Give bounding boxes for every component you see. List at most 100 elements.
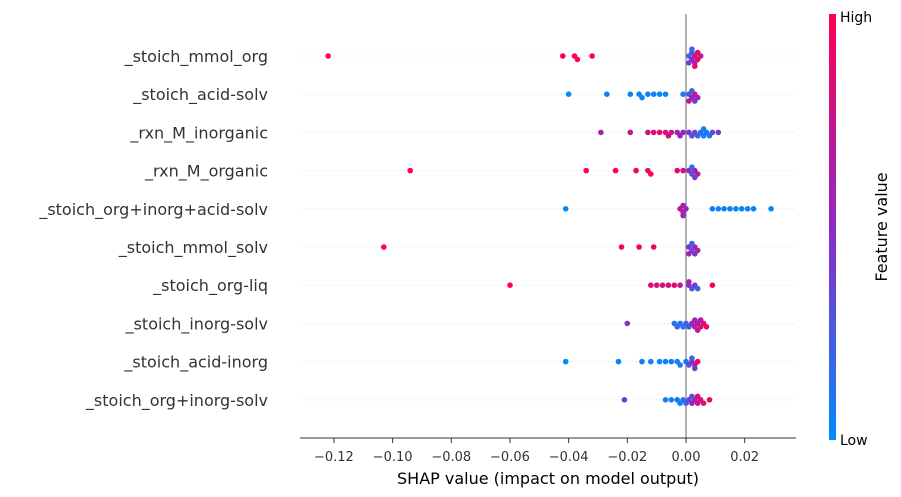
shap-point: [697, 317, 704, 323]
shap-point: [648, 358, 654, 365]
shap-point: [721, 206, 727, 212]
shap-point: [650, 129, 657, 136]
shap-point: [636, 244, 642, 250]
shap-point: [694, 327, 701, 334]
shap-point: [692, 317, 698, 323]
shap-point: [727, 206, 733, 212]
shap-point: [686, 251, 692, 257]
shap-point: [709, 129, 716, 136]
x-axis-title: SHAP value (impact on model output): [397, 469, 699, 488]
shap-point: [692, 174, 698, 181]
shap-point: [645, 91, 651, 97]
shap-point: [689, 133, 695, 139]
shap-point: [706, 397, 713, 403]
shap-point: [612, 167, 619, 174]
x-axis: −0.12 −0.10 −0.08 −0.06 −0.04 −0.02 0.00 0.02: [300, 437, 796, 465]
shap-point: [662, 358, 669, 365]
shap-point: [648, 282, 654, 289]
shap-point: [665, 282, 672, 289]
shap-point: [677, 362, 683, 368]
shap-point: [683, 206, 689, 212]
feature-label: _stoich_acid-solv: [132, 85, 268, 105]
shap-point: [407, 167, 414, 174]
feature-label: _stoich_mmol_solv: [118, 238, 268, 258]
shap-points: [325, 46, 774, 407]
shap-point: [686, 60, 692, 66]
shap-point: [645, 129, 651, 136]
shap-point: [680, 212, 686, 219]
shap-point: [639, 358, 645, 365]
shap-point: [589, 53, 595, 59]
shap-point: [381, 244, 387, 250]
shap-point: [668, 358, 675, 365]
shap-point: [703, 324, 710, 330]
shap-point: [656, 129, 663, 136]
feature-label: _rxn_M_inorganic: [129, 123, 268, 143]
x-tick-label: −0.02: [607, 450, 647, 465]
shap-point: [662, 91, 669, 97]
shap-point: [689, 46, 695, 52]
x-tick-label: −0.06: [490, 450, 530, 465]
colorbar-gradient: [829, 14, 836, 440]
shap-point: [650, 244, 657, 250]
shap-point: [694, 393, 701, 400]
shap-point: [733, 206, 739, 212]
shap-point: [621, 397, 628, 403]
shap-point: [689, 393, 695, 400]
shap-point: [692, 365, 698, 372]
shap-point: [671, 282, 678, 289]
x-tick-label: −0.08: [431, 450, 471, 465]
shap-point: [627, 129, 634, 136]
shap-point: [692, 98, 698, 104]
shap-point: [692, 251, 698, 257]
colorbar: High Low Feature value: [829, 10, 891, 449]
feature-label: _stoich_org+inorg+acid-solv: [38, 200, 268, 220]
colorbar-title: Feature value: [872, 172, 891, 281]
shap-point: [750, 206, 757, 212]
shap-point: [677, 282, 683, 289]
shap-point: [744, 206, 751, 212]
shap-point: [507, 282, 513, 289]
shap-point: [565, 91, 572, 97]
shap-point: [694, 358, 701, 365]
shap-point: [633, 167, 639, 174]
shap-point: [692, 63, 698, 69]
x-tick-label: 0.02: [730, 450, 759, 465]
shap-point: [627, 91, 634, 97]
shap-point: [639, 94, 645, 101]
feature-label: _rxn_M_organic: [144, 162, 268, 182]
shap-point: [680, 91, 686, 97]
shap-point: [694, 133, 701, 139]
shap-point: [668, 129, 675, 136]
shap-point: [709, 206, 716, 212]
shap-point: [715, 129, 722, 136]
shap-point: [650, 91, 657, 97]
shap-point: [562, 358, 569, 365]
shap-point: [697, 53, 704, 59]
feature-label: _stoich_org-liq: [152, 276, 268, 296]
shap-point: [686, 98, 692, 104]
shap-point: [715, 206, 722, 212]
shap-point: [656, 358, 663, 365]
feature-label: _stoich_org+inorg-solv: [85, 391, 268, 411]
shap-point: [598, 129, 604, 136]
shap-point: [659, 282, 666, 289]
x-tick-label: −0.12: [314, 450, 354, 465]
shap-point: [700, 126, 707, 132]
shap-point: [674, 167, 680, 174]
colorbar-low-label: Low: [840, 433, 868, 449]
shap-point: [738, 206, 745, 212]
shap-point: [653, 282, 660, 289]
x-tick-label: −0.10: [373, 450, 413, 465]
shap-point: [562, 206, 569, 212]
x-tick-label: 0.00: [672, 450, 701, 465]
shap-point: [689, 164, 695, 170]
shap-point: [709, 282, 716, 289]
shap-point: [604, 91, 610, 97]
shap-point: [656, 91, 663, 97]
shap-point: [624, 320, 631, 327]
shap-point: [574, 56, 581, 63]
colorbar-high-label: High: [840, 10, 872, 26]
shap-point: [618, 244, 625, 250]
